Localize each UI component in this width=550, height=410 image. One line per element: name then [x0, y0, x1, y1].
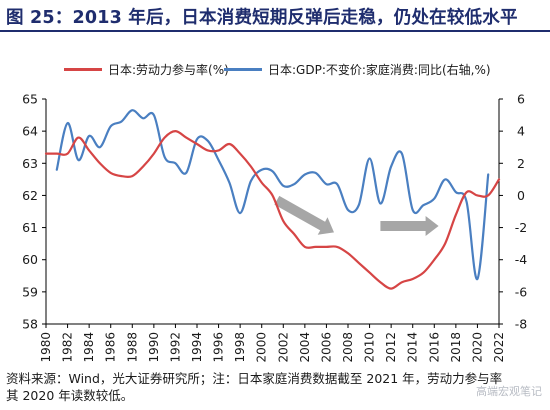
arrows-layer	[274, 195, 439, 236]
series-line-household-consumption	[55, 109, 490, 281]
left-axis-tick-label: 61	[22, 220, 38, 235]
left-axis-tick-label: 65	[22, 92, 38, 107]
x-axis-tick-label: 1986	[104, 332, 118, 363]
x-axis-tick-label: 2012	[384, 332, 398, 363]
right-axis-tick-label: -6	[515, 284, 528, 299]
legend-label-consumption: 日本:GDP:不变价:家庭消费:同比(右轴,%)	[268, 63, 491, 77]
x-axis-tick-label: 1988	[125, 332, 139, 363]
right-axis-tick-label: 6	[517, 92, 525, 107]
right-axis-tick-label: -2	[515, 220, 527, 235]
x-axis-tick-label: 2002	[276, 332, 290, 363]
x-axis-tick-label: 2016	[427, 332, 441, 363]
x-axis-tick-label: 2022	[492, 332, 506, 363]
legend-label-participation: 日本:劳动力参与率(%)	[108, 63, 229, 77]
x-axis-tick-label: 2020	[470, 332, 484, 363]
x-axis-tick-label: 2010	[363, 332, 377, 363]
axes-layer: 58 59 60 61 62 63 64 65 -8 -6 -4 -2 0 2 4 6 1980 1982 1984…	[22, 92, 527, 363]
right-axis-tick-label: -8	[515, 317, 528, 332]
legend-item-participation: 日本:劳动力参与率(%)	[64, 61, 229, 78]
x-axis-tick-label: 2004	[298, 332, 312, 363]
legend-item-consumption: 日本:GDP:不变价:家庭消费:同比(右轴,%)	[224, 61, 491, 78]
left-axis-tick-label: 60	[22, 252, 38, 267]
source-note-line2: 其 2020 年读数较低。	[6, 388, 134, 403]
x-axis-tick-label: 2018	[449, 332, 463, 363]
x-axis-tick-label: 1984	[82, 332, 96, 363]
right-axis-tick-label: 2	[517, 156, 525, 171]
watermark-text: 高端宏观笔记	[476, 385, 542, 398]
x-axis-tick-label: 1980	[39, 332, 53, 363]
source-note: 资料来源：Wind，光大证券研究所；注：日本家庭消费数据截至 2021 年，劳动…	[6, 370, 546, 404]
right-axis-tick-label: 4	[517, 124, 525, 139]
x-axis-tick-label: 1990	[147, 332, 161, 363]
left-axis-tick-label: 62	[22, 188, 38, 203]
right-axis-tick-label: 0	[517, 188, 525, 203]
left-axis-tick-label: 63	[22, 156, 38, 171]
x-axis-tick-label: 2000	[255, 332, 269, 363]
trend-arrow-1	[274, 195, 334, 235]
x-axis-tick-label: 2014	[406, 332, 420, 363]
trend-arrow-2	[380, 216, 439, 236]
series-layer	[44, 109, 501, 290]
right-axis-tick-label: -4	[515, 252, 528, 267]
x-axis-tick-label: 1982	[61, 332, 75, 363]
title-divider	[0, 30, 550, 32]
x-axis-tick-label: 1998	[233, 332, 247, 363]
left-axis-tick-label: 58	[22, 317, 38, 332]
source-note-line1: 资料来源：Wind，光大证券研究所；注：日本家庭消费数据截至 2021 年，劳动…	[6, 371, 503, 386]
x-axis-tick-label: 1996	[212, 332, 226, 363]
x-axis-tick-label: 2006	[319, 332, 333, 363]
left-axis-tick-label: 64	[22, 124, 38, 139]
chart-title: 图 25：2013 年后，日本消费短期反弹后走稳，仍处在较低水平	[6, 8, 518, 28]
x-axis-tick-label: 1992	[168, 332, 182, 363]
x-axis-tick-label: 1994	[190, 332, 204, 363]
legend-swatch-consumption	[224, 68, 262, 71]
left-axis-tick-label: 59	[22, 284, 38, 299]
series-line-labor-participation	[44, 130, 501, 290]
legend-swatch-participation	[64, 68, 102, 71]
x-axis-tick-label: 2008	[341, 332, 355, 363]
